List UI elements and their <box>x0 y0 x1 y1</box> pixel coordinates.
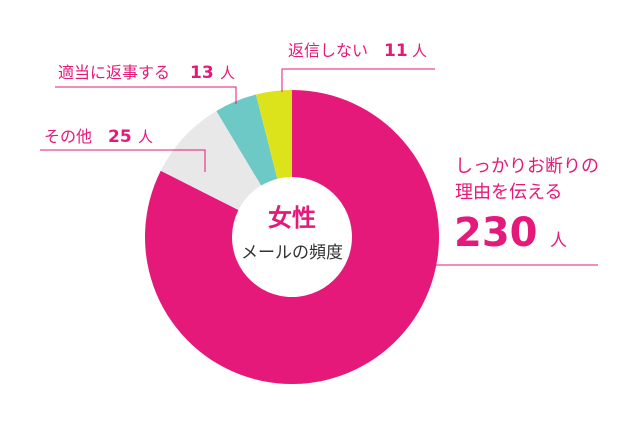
leader-lines <box>40 68 598 283</box>
slice-label-main-line2: 理由を伝える <box>455 182 562 203</box>
slice-noreply <box>255 90 292 179</box>
leader-line-other <box>40 149 206 172</box>
slice-value-other: 25 <box>108 127 132 147</box>
slice-unit-reply: 人 <box>220 64 235 82</box>
slice-unit-main: 人 <box>550 231 567 251</box>
slice-value-reply: 13 <box>190 63 214 83</box>
center-subtitle: メールの頻度 <box>241 243 343 263</box>
slice-label-main-line1: しっかりお断りの <box>455 156 599 177</box>
center-title: 女性 <box>268 204 316 232</box>
leader-line-noreply <box>281 68 435 92</box>
donut-slices <box>144 90 439 385</box>
leader-line-main <box>412 264 598 283</box>
slice-unit-noreply: 人 <box>412 42 427 60</box>
slice-main <box>144 90 439 385</box>
slice-value-noreply: 11 <box>384 41 408 61</box>
slice-unit-other: 人 <box>138 128 153 146</box>
slice-label-noreply: 返信しない <box>288 41 368 60</box>
slice-label-reply: 適当に返事する <box>58 63 170 82</box>
leader-line-reply <box>55 86 237 104</box>
slice-label-other: その他 <box>44 127 92 146</box>
slice-value-main: 230 <box>454 210 538 256</box>
slice-other <box>160 110 262 210</box>
slice-reply <box>216 94 278 186</box>
